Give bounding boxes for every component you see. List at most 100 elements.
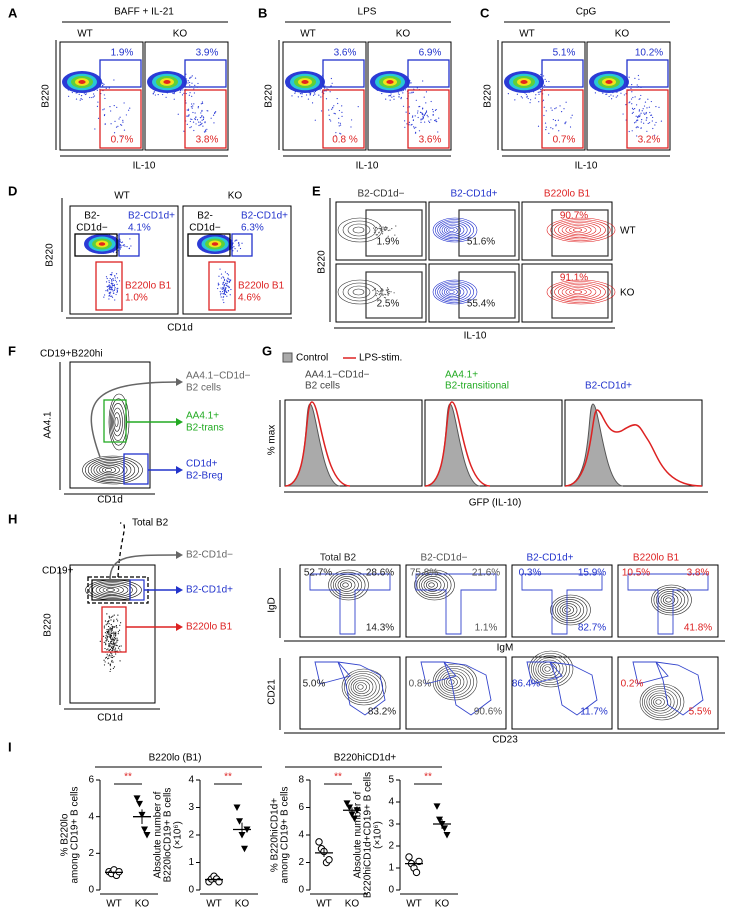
event-dot	[189, 81, 191, 84]
event-dot	[113, 645, 115, 647]
event-dot	[637, 119, 639, 121]
event-dot	[105, 640, 107, 642]
event-dot	[529, 99, 532, 101]
percent: 1.1%	[475, 623, 498, 634]
column-title: B2-CD1d−	[421, 553, 468, 564]
event-dot	[105, 635, 107, 637]
panel-label: F	[8, 343, 16, 358]
event-dot	[319, 89, 321, 91]
significance: **	[224, 772, 232, 783]
gate	[632, 661, 704, 716]
event-dot	[114, 287, 116, 289]
y-axis-label: % B220lo	[60, 813, 71, 856]
event-dot	[115, 293, 117, 296]
event-dot	[113, 639, 115, 642]
significance: **	[124, 772, 132, 783]
event-dot	[106, 623, 108, 625]
event-dot	[194, 112, 196, 114]
event-dot	[534, 97, 536, 99]
event-dot	[427, 116, 429, 118]
event-dot	[429, 121, 431, 124]
event-dot	[195, 116, 197, 119]
event-dot	[111, 625, 113, 627]
event-dot	[415, 126, 417, 128]
y-axis-label: (×10⁶)	[373, 821, 384, 849]
y-tick-label: 2	[388, 841, 394, 852]
event-dot	[115, 644, 117, 646]
event-dot	[331, 82, 333, 84]
event-dot	[635, 115, 637, 117]
event-dot	[625, 103, 627, 106]
event-dot	[222, 287, 224, 289]
event-dot	[381, 92, 383, 95]
event-dot	[620, 92, 622, 94]
contour	[565, 287, 592, 297]
gate	[103, 399, 127, 443]
arrowhead	[176, 378, 183, 386]
event-dot	[411, 116, 414, 118]
event-dot	[190, 76, 192, 78]
event-dot	[114, 649, 116, 651]
contour	[90, 460, 132, 480]
event-dot	[376, 234, 378, 236]
event-dot	[190, 126, 192, 128]
data-point	[325, 856, 333, 864]
percent: 0.2%	[621, 679, 644, 690]
event-dot	[106, 633, 108, 635]
event-dot	[221, 288, 223, 290]
event-dot	[221, 290, 224, 293]
event-dot	[226, 282, 228, 285]
event-dot	[422, 118, 424, 120]
event-dot	[110, 632, 112, 635]
percent: 52.7%	[304, 568, 332, 579]
event-dot	[113, 620, 115, 623]
column-title: B2-CD1d+	[527, 553, 574, 564]
event-dot	[117, 647, 120, 649]
event-dot	[117, 614, 119, 616]
y-axis-label: % B220hiCD1d+	[270, 798, 281, 872]
event-dot	[225, 287, 227, 289]
event-dot	[335, 132, 337, 134]
event-dot	[113, 626, 116, 628]
event-dot	[107, 620, 110, 622]
event-dot	[111, 653, 113, 655]
event-dot	[413, 127, 416, 129]
event-dot	[124, 245, 126, 247]
percent: 55.4%	[467, 299, 495, 310]
event-dot	[110, 636, 112, 638]
percent: 14.3%	[366, 623, 394, 634]
event-dot	[112, 642, 114, 645]
frame	[69, 205, 179, 315]
event-dot	[92, 96, 94, 98]
event-dot	[373, 231, 376, 233]
event-dot	[412, 115, 414, 117]
event-dot	[199, 121, 201, 123]
event-dot	[201, 122, 203, 124]
event-dot	[552, 128, 554, 130]
event-dot	[81, 98, 83, 101]
y-axis-label: (×10⁶)	[173, 821, 184, 849]
event-dot	[123, 102, 125, 104]
event-dot	[203, 131, 206, 133]
contour	[559, 603, 578, 617]
gate	[99, 89, 142, 149]
event-dot	[120, 645, 122, 647]
contour	[552, 596, 588, 624]
event-dot	[194, 77, 197, 79]
event-dot	[389, 229, 391, 231]
event-dot	[110, 656, 112, 658]
event-dot	[382, 231, 384, 233]
event-dot	[634, 77, 636, 79]
event-dot	[123, 244, 125, 246]
event-dot	[93, 95, 96, 97]
data-point	[433, 803, 441, 810]
contour	[93, 461, 128, 479]
event-dot	[408, 124, 410, 126]
event-dot	[339, 122, 341, 124]
contour	[441, 285, 465, 299]
event-dot	[637, 116, 639, 119]
percent: 90.6%	[474, 707, 502, 718]
event-dot	[220, 287, 222, 289]
event-dot	[436, 120, 438, 123]
percent: 6.9%	[419, 48, 442, 59]
